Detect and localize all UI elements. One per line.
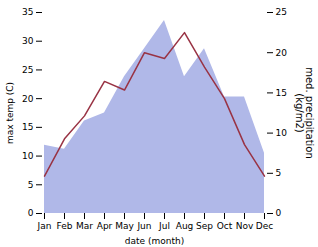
svg-text:5: 5 bbox=[276, 168, 282, 178]
svg-text:20: 20 bbox=[22, 94, 34, 104]
svg-text:30: 30 bbox=[22, 36, 34, 46]
svg-text:med. precipitation(kg/m2): med. precipitation(kg/m2) bbox=[294, 67, 315, 159]
svg-text:Apr: Apr bbox=[97, 221, 113, 231]
svg-text:0: 0 bbox=[28, 208, 34, 218]
svg-text:20: 20 bbox=[276, 48, 288, 58]
svg-text:Dec: Dec bbox=[256, 221, 273, 231]
svg-text:Aug: Aug bbox=[176, 221, 194, 231]
svg-text:5: 5 bbox=[28, 180, 34, 190]
svg-text:Jan: Jan bbox=[37, 221, 52, 231]
svg-text:Oct: Oct bbox=[217, 221, 233, 231]
svg-text:Feb: Feb bbox=[57, 221, 73, 231]
svg-text:May: May bbox=[115, 221, 134, 231]
svg-text:15: 15 bbox=[276, 88, 287, 98]
svg-text:max temp (C): max temp (C) bbox=[5, 82, 15, 144]
svg-text:Jul: Jul bbox=[158, 221, 170, 231]
svg-text:Nov: Nov bbox=[236, 221, 254, 231]
svg-text:25: 25 bbox=[276, 7, 287, 17]
svg-text:date (month): date (month) bbox=[125, 236, 184, 246]
svg-text:Jun: Jun bbox=[136, 221, 151, 231]
svg-text:0: 0 bbox=[276, 208, 282, 218]
svg-text:Sep: Sep bbox=[196, 221, 213, 231]
svg-text:15: 15 bbox=[22, 122, 33, 132]
svg-text:Mar: Mar bbox=[76, 221, 93, 231]
svg-text:25: 25 bbox=[22, 65, 33, 75]
svg-text:10: 10 bbox=[276, 128, 288, 138]
svg-text:35: 35 bbox=[22, 7, 33, 17]
svg-text:10: 10 bbox=[22, 151, 34, 161]
